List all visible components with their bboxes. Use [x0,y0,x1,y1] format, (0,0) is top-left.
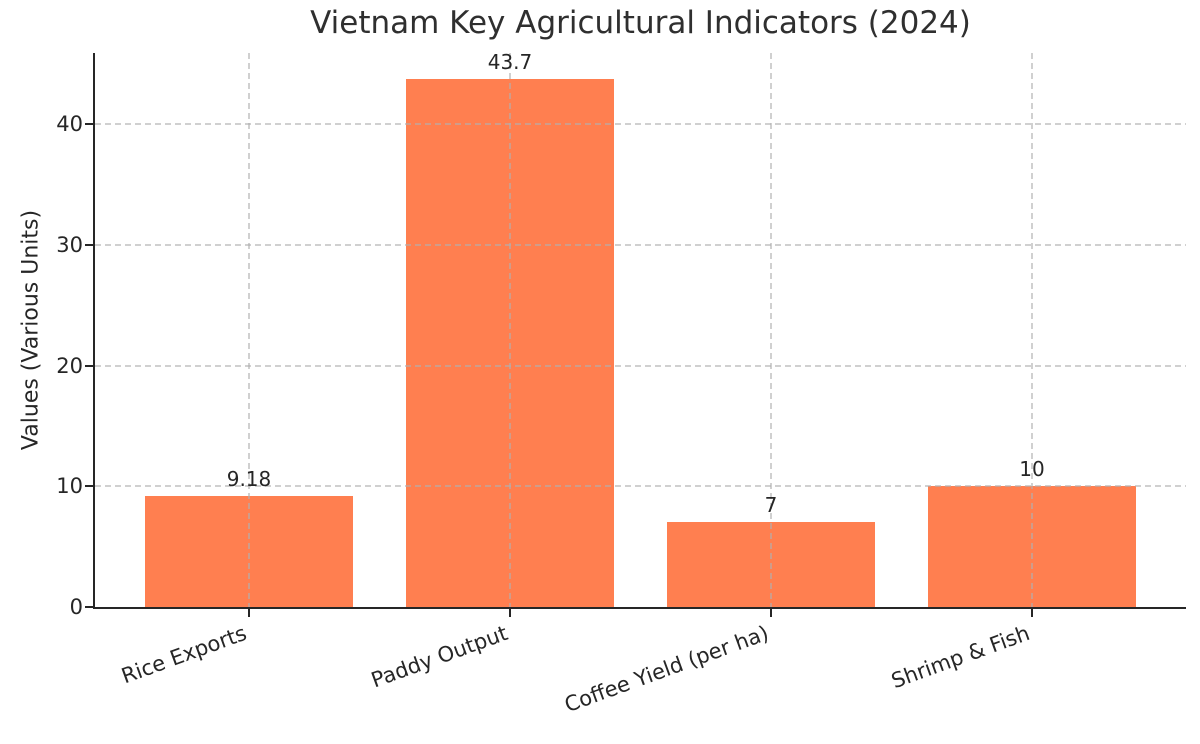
x-tick-mark [508,609,511,617]
x-tick-label: Paddy Output [367,620,511,693]
x-gridline [508,53,511,607]
y-tick-mark [85,123,93,126]
bottom-spine [93,607,1186,609]
x-tick-mark [770,609,772,617]
x-tick-label: Shrimp & Fish [887,620,1033,694]
x-tick-mark [247,609,250,617]
bar-value-label: 9.18 [226,467,272,492]
y-gridline [95,243,1186,246]
x-gridline [247,53,250,607]
y-gridline [95,123,1186,126]
chart-title: Vietnam Key Agricultural Indicators (202… [310,5,971,41]
y-tick-mark [85,364,93,367]
left-spine [93,53,95,609]
y-tick-label: 30 [56,232,83,257]
y-tick-label: 0 [69,595,83,619]
y-tick-label: 20 [56,353,83,378]
y-gridline [95,364,1186,367]
y-gridline [95,485,1186,488]
y-tick-mark [85,485,93,488]
x-gridline [770,53,772,607]
y-tick-label: 40 [56,112,83,137]
y-tick-label: 10 [56,474,83,499]
bar-value-label: 43.7 [487,50,533,75]
bar-value-label: 7 [764,493,778,518]
x-tick-mark [1031,609,1033,617]
y-axis-label: Values (Various Units) [18,209,44,451]
bar-value-label: 10 [1019,457,1045,482]
y-tick-mark [85,243,93,246]
x-tick-label: Coffee Yield (per ha) [561,620,772,718]
x-gridline [1031,53,1033,607]
x-tick-label: Rice Exports [118,620,250,689]
y-tick-mark [85,606,93,608]
